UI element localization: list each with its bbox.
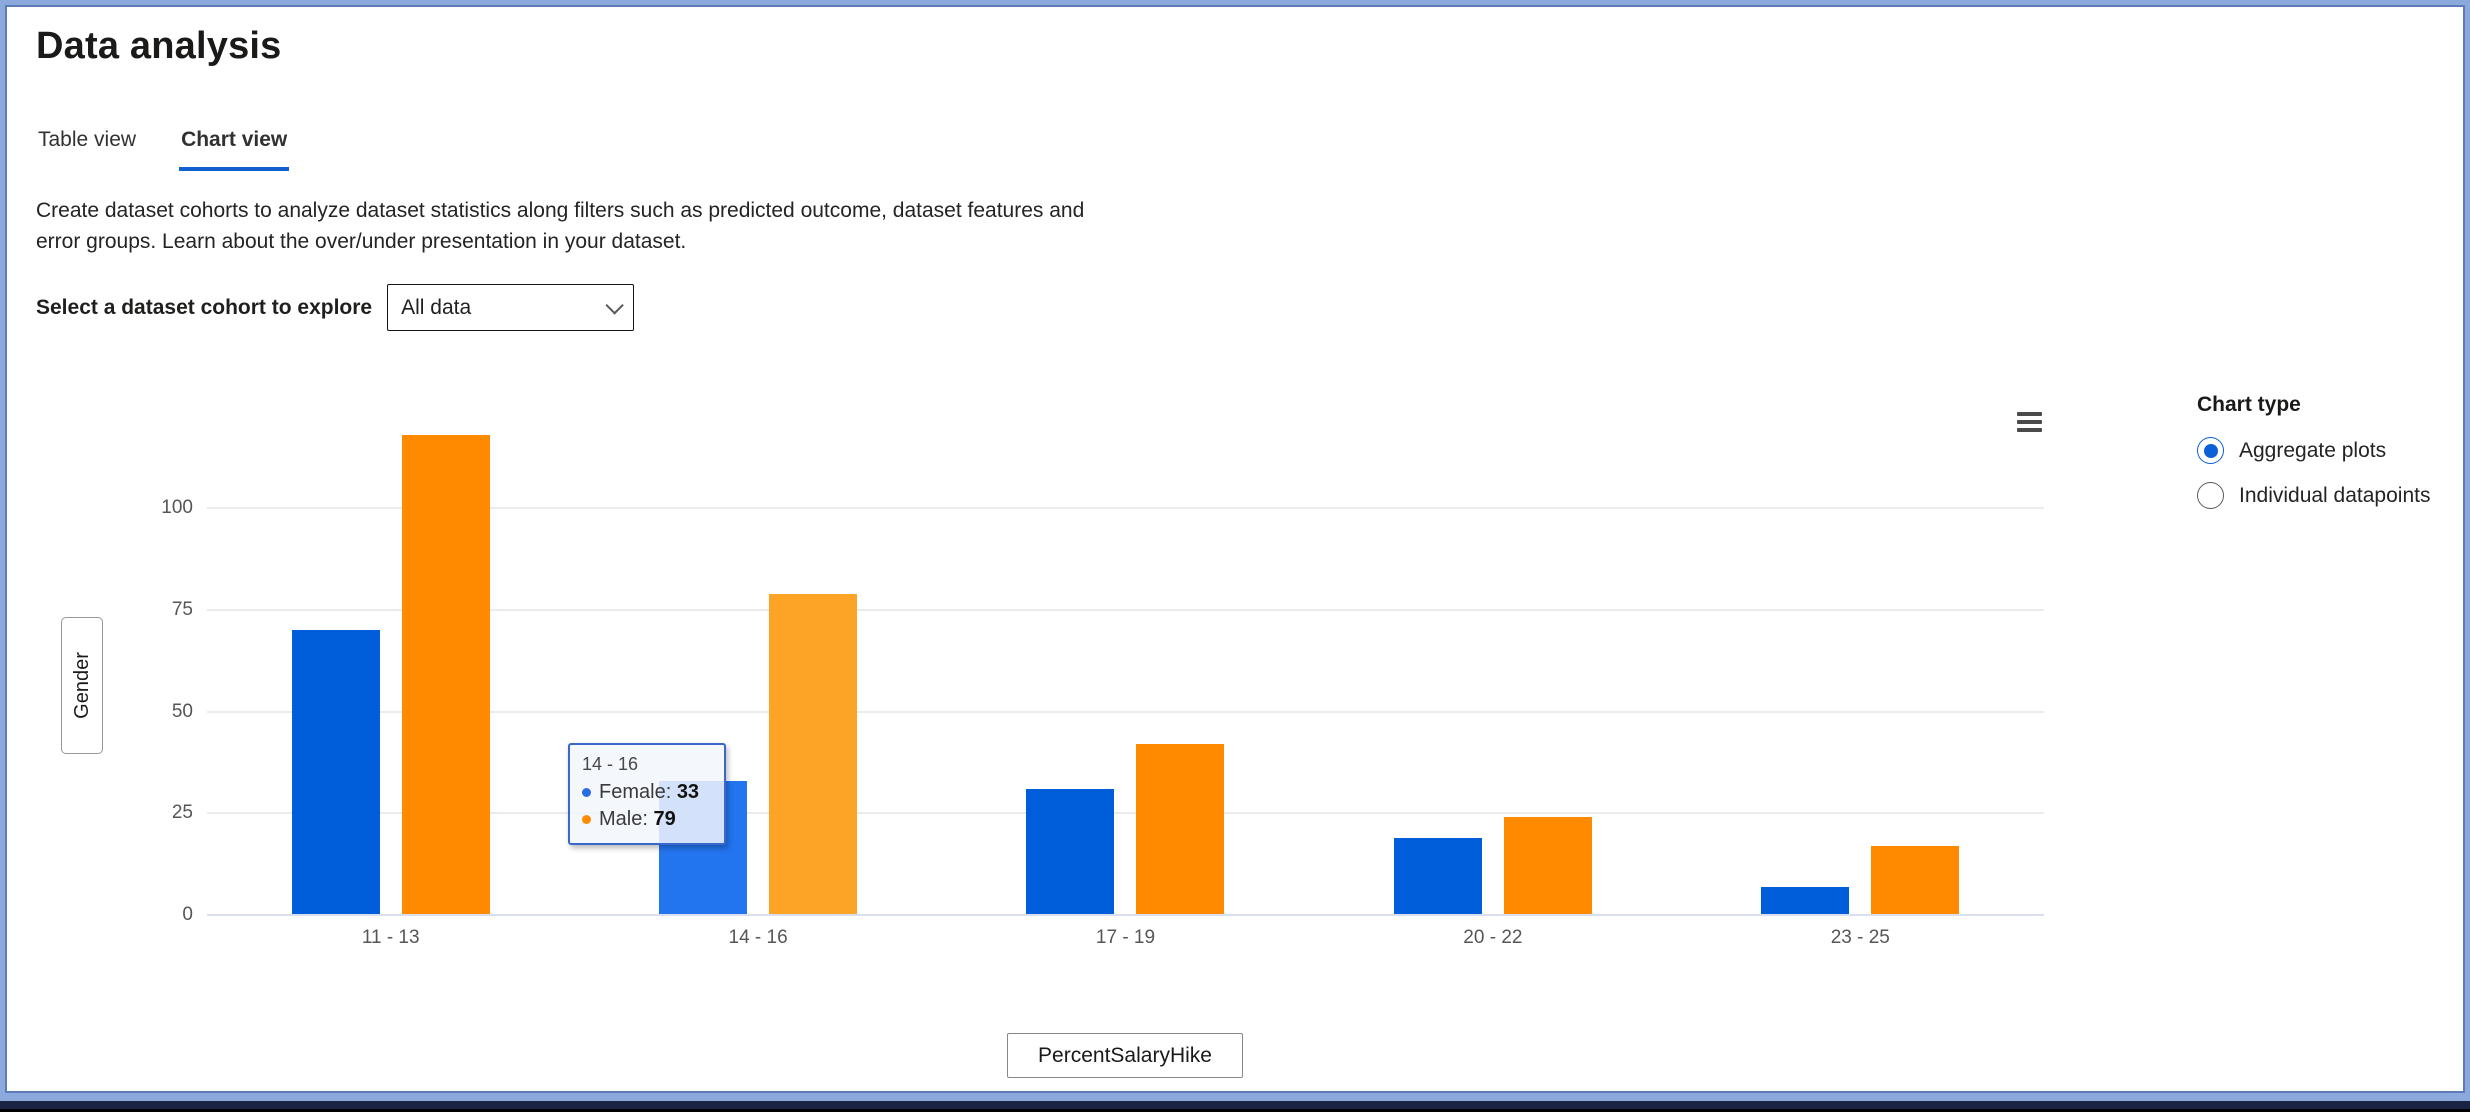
cohort-selector-row: Select a dataset cohort to explore All d… <box>36 284 2463 331</box>
description-text: Create dataset cohorts to analyze datase… <box>36 199 1085 253</box>
y-tick-label: 0 <box>182 904 193 925</box>
bar-male-11-13[interactable] <box>401 435 490 915</box>
cohort-dropdown-value: All data <box>401 295 472 319</box>
radio-option-aggregate-plots[interactable]: Aggregate plots <box>2197 437 2467 464</box>
chevron-down-icon <box>605 296 624 315</box>
tooltip-row-female: Female: 33 <box>582 779 712 806</box>
radio-unselected-icon[interactable] <box>2197 482 2224 509</box>
bar-group: 23 - 25 <box>1677 427 2044 948</box>
gridline <box>207 710 2044 713</box>
male-dot-icon <box>582 815 591 824</box>
x-tick-label: 17 - 19 <box>1095 927 1156 948</box>
bar-male-14-16[interactable] <box>769 593 858 915</box>
bar-female-23-25[interactable] <box>1761 886 1850 915</box>
radio-option-label: Aggregate plots <box>2239 438 2387 462</box>
y-tick-label: 75 <box>171 599 193 620</box>
tab-bar: Table view Chart view <box>36 128 2463 171</box>
radio-option-label: Individual datapoints <box>2239 483 2431 507</box>
chart-type-title: Chart type <box>2197 393 2301 416</box>
main-content: Data analysis Table view Chart view Crea… <box>7 7 2463 1091</box>
x-tick-label: 20 - 22 <box>1463 927 1523 948</box>
x-axis-label-button[interactable]: PercentSalaryHike <box>1007 1033 1243 1078</box>
window-bottom-frame <box>0 1098 2470 1112</box>
bar-male-23-25[interactable] <box>1871 845 1960 915</box>
page-title: Data analysis <box>36 25 282 67</box>
x-axis-label: PercentSalaryHike <box>1038 1043 1212 1067</box>
cohort-dropdown[interactable]: All data <box>387 284 635 331</box>
bar-group: 11 - 13 <box>207 427 574 948</box>
chart-tooltip: 14 - 16 Female: 33 Male: 79 <box>568 743 726 845</box>
tab-table-view[interactable]: Table view <box>38 128 137 151</box>
y-axis-label: Gender <box>70 652 93 719</box>
gridline <box>207 812 2044 815</box>
bar-male-20-22[interactable] <box>1503 817 1592 915</box>
radio-option-individual-datapoints[interactable]: Individual datapoints <box>2197 482 2467 509</box>
y-tick-label: 25 <box>171 802 193 824</box>
bar-group: 20 - 22 <box>1309 427 1676 948</box>
bar-group: 14 - 16 <box>574 427 941 948</box>
x-tick-label: 14 - 16 <box>728 927 788 948</box>
bar-female-20-22[interactable] <box>1393 837 1482 915</box>
female-dot-icon <box>582 788 591 797</box>
gridline <box>207 609 2044 611</box>
gridline <box>207 507 2044 510</box>
chart-type-panel: Chart type Aggregate plots Individual dat… <box>2197 393 2467 527</box>
radio-selected-icon[interactable] <box>2197 437 2224 464</box>
tab-chart-view[interactable]: Chart view <box>179 128 290 171</box>
bar-female-17-19[interactable] <box>1026 788 1115 915</box>
x-tick-label: 11 - 13 <box>361 927 420 948</box>
bar-group: 17 - 19 <box>942 427 1309 948</box>
hamburger-menu-icon[interactable] <box>2017 412 2042 432</box>
tooltip-row-male: Male: 79 <box>582 806 712 833</box>
tooltip-category: 14 - 16 <box>582 754 639 774</box>
bar-male-17-19[interactable] <box>1136 744 1225 915</box>
y-tick-label: 50 <box>171 700 193 722</box>
x-axis-line <box>207 914 2044 916</box>
y-tick-label: 100 <box>161 497 193 519</box>
x-tick-label: 23 - 25 <box>1830 927 1890 948</box>
plot-area: 14 - 16 Female: 33 Male: 79 0 25 50 75 100 11… <box>161 427 2044 948</box>
bar-female-11-13[interactable] <box>291 630 380 915</box>
y-axis-label-button[interactable]: Gender <box>61 617 103 754</box>
cohort-selector-label: Select a dataset cohort to explore <box>36 295 373 319</box>
